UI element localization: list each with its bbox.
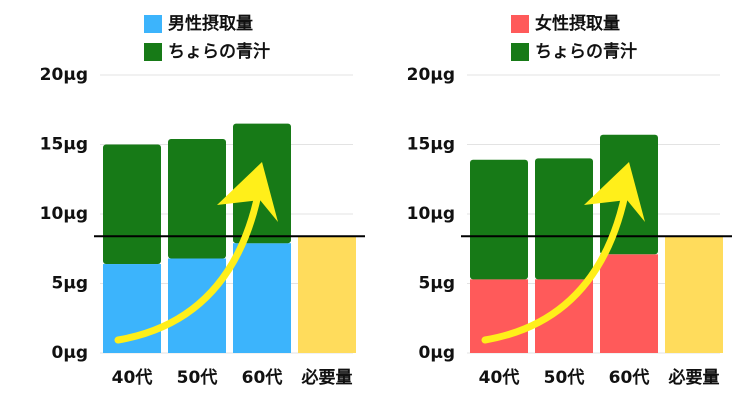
y-tick-label: 15μg <box>407 135 455 155</box>
y-tick-label: 5μg <box>51 274 88 294</box>
bar-segment <box>470 159 528 280</box>
bar-segment <box>470 279 528 353</box>
x-tick-label: 必要量 <box>301 367 353 388</box>
y-tick-label: 20μg <box>40 65 88 85</box>
bar-segment <box>600 254 658 353</box>
legend-label: ちょらの青汁 <box>535 41 637 62</box>
x-tick-label: 50代 <box>544 367 585 388</box>
required-bar <box>665 236 723 353</box>
bar-segment <box>233 243 291 353</box>
y-tick-label: 0μg <box>418 343 455 363</box>
trend-arrow <box>114 181 264 344</box>
x-tick-label: 必要量 <box>668 367 720 388</box>
y-tick-label: 20μg <box>407 65 455 85</box>
legend-swatch <box>144 43 162 61</box>
legend-swatch <box>511 15 529 33</box>
bar-segment <box>168 138 226 259</box>
legend-label: 女性摂取量 <box>535 13 620 34</box>
trend-arrowhead <box>584 162 645 222</box>
x-tick-label: 40代 <box>479 367 520 388</box>
y-tick-label: 15μg <box>40 135 88 155</box>
y-tick-label: 10μg <box>407 204 455 224</box>
y-tick-label: 0μg <box>51 343 88 363</box>
x-tick-label: 50代 <box>177 367 218 388</box>
legend-label: ちょらの青汁 <box>168 41 270 62</box>
trend-arrow <box>481 181 631 344</box>
bar-segment <box>103 144 161 265</box>
x-tick-label: 60代 <box>242 367 283 388</box>
y-tick-label: 5μg <box>418 274 455 294</box>
trend-arrowhead <box>217 162 278 222</box>
legend-swatch <box>511 43 529 61</box>
x-tick-label: 40代 <box>112 367 153 388</box>
y-tick-label: 10μg <box>40 204 88 224</box>
legend-label: 男性摂取量 <box>168 13 253 34</box>
x-tick-label: 60代 <box>609 367 650 388</box>
legend-swatch <box>144 15 162 33</box>
required-bar <box>298 236 356 353</box>
bar-segment <box>535 158 593 280</box>
